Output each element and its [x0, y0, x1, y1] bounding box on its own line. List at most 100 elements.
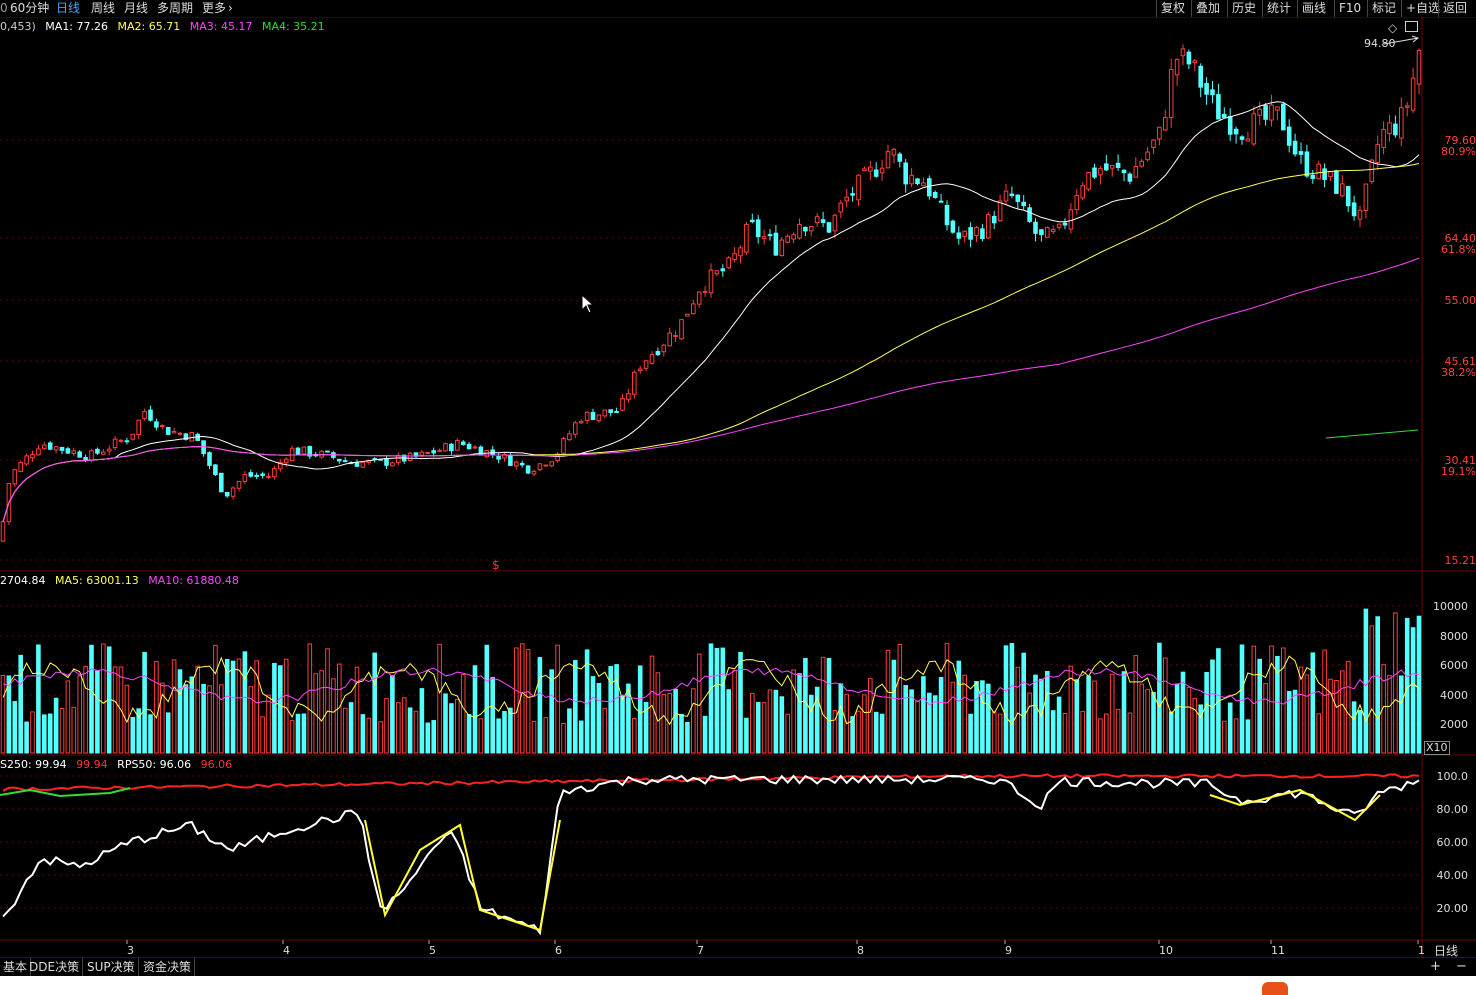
volume-bar-down: [466, 714, 472, 754]
volume-bar-down: [183, 684, 189, 754]
tab-dde[interactable]: DDE决策: [26, 958, 84, 976]
button-f10[interactable]: F10: [1334, 0, 1365, 17]
diamond-icon[interactable]: ◇: [1388, 21, 1398, 35]
volume-bar-down: [608, 666, 614, 754]
stock-chart[interactable]: [0, 18, 1476, 957]
candle-down: [1009, 193, 1015, 197]
volume-bar-down: [974, 681, 979, 754]
candle-down: [1021, 201, 1027, 207]
volume-bar-up: [1062, 713, 1068, 754]
volume-bar-up: [1186, 686, 1192, 754]
candle-up: [42, 444, 47, 450]
candle-up: [868, 166, 873, 172]
volume-bar-up: [30, 711, 35, 754]
tab-sup[interactable]: SUP决策: [84, 958, 139, 976]
candle-down: [1015, 194, 1021, 202]
button-restore-rights[interactable]: 复权: [1156, 0, 1189, 17]
button-draw-line[interactable]: 画线: [1297, 0, 1330, 17]
zoom-out-button[interactable]: −: [1456, 959, 1467, 974]
candle-down: [1227, 116, 1233, 135]
volume-axis-label: 4000: [1440, 689, 1468, 702]
volume-bar-up: [785, 713, 791, 754]
candle-up: [1340, 183, 1345, 197]
volume-bar-down: [1033, 674, 1038, 754]
volume-bar-down: [301, 713, 307, 754]
ma3-label: MA3: 45.17: [189, 20, 253, 33]
volume-bar-up: [71, 706, 77, 754]
volume-bar-down: [578, 720, 584, 754]
zoom-in-button[interactable]: +: [1430, 959, 1441, 974]
volume-bar-up: [354, 666, 360, 754]
volume-bar-up: [885, 649, 891, 754]
candle-up: [620, 398, 625, 411]
volume-bar-down: [803, 657, 808, 754]
candle-up: [814, 216, 820, 224]
tab-basic[interactable]: 基本: [0, 958, 32, 976]
candle-up: [189, 432, 195, 442]
candle-up: [643, 360, 649, 369]
volume-bar-up: [171, 659, 177, 754]
volume-bar-down: [1003, 645, 1009, 754]
candle-down: [897, 153, 903, 162]
volume-bar-up: [248, 686, 254, 754]
tab-daily[interactable]: 日线: [56, 1, 81, 15]
candle-down: [820, 219, 826, 224]
volume-axis-label: 10000: [1433, 600, 1468, 613]
volume-bar-down: [295, 713, 301, 754]
volume-bar-down: [1292, 689, 1298, 754]
candle-down: [1033, 221, 1038, 234]
tab-multi-period[interactable]: 多周期: [157, 1, 194, 15]
tab-weekly[interactable]: 周线: [91, 1, 116, 15]
volume-bar-down: [130, 716, 136, 754]
candle-up: [1357, 209, 1363, 220]
tab-more[interactable]: 更多 ›: [202, 0, 233, 17]
candle-up: [1168, 69, 1174, 119]
volume-bar-down: [573, 660, 578, 754]
candle-up: [1080, 185, 1086, 199]
volume-bar-up: [525, 649, 531, 754]
tab-60min[interactable]: 60分钟: [10, 1, 50, 15]
volume-bar-down: [189, 676, 195, 754]
button-mark[interactable]: 标记: [1367, 0, 1400, 17]
volume-bar-down: [425, 722, 431, 754]
candle-up: [838, 202, 844, 213]
event-marker[interactable]: $: [492, 558, 500, 572]
candle-up: [596, 414, 602, 422]
ma3-line: [2, 257, 1420, 522]
candle-up: [602, 409, 608, 417]
volume-bar-down: [614, 664, 619, 754]
tab-capital[interactable]: 资金决策: [140, 958, 196, 976]
candle-up: [289, 447, 295, 462]
button-add-favorite[interactable]: +自选: [1401, 0, 1444, 17]
button-back[interactable]: 返回: [1438, 0, 1471, 17]
candle-up: [242, 473, 248, 482]
candle-down: [767, 234, 773, 237]
period-label[interactable]: 日线: [1434, 944, 1459, 958]
window-icon[interactable]: [1405, 21, 1418, 32]
volume-legend: 2704.84 MA5: 63001.13 MA10: 61880.48: [0, 574, 245, 587]
volume-bar-up: [1115, 708, 1121, 754]
button-history[interactable]: 历史: [1227, 0, 1260, 17]
volume-unit-badge[interactable]: X10: [1424, 741, 1450, 755]
candle-up: [236, 480, 242, 489]
button-overlay[interactable]: 叠加: [1191, 0, 1224, 17]
candle-down: [1092, 167, 1097, 178]
candle-down: [655, 350, 661, 356]
volume-bar-down: [431, 720, 436, 754]
candle-down: [1393, 123, 1398, 136]
mouse-cursor-icon: [581, 294, 595, 314]
volume-bar-down: [12, 701, 18, 754]
candle-up: [177, 432, 183, 435]
rps-axis-label: 40.00: [1436, 869, 1469, 882]
tab-monthly[interactable]: 月线: [124, 1, 149, 15]
volume-bar-down: [1227, 702, 1233, 754]
button-statistics[interactable]: 统计: [1262, 0, 1295, 17]
candle-down: [496, 455, 501, 460]
volume-bar-down: [590, 676, 596, 754]
volume-bar-up: [1381, 664, 1386, 754]
candle-up: [885, 151, 891, 169]
candle-down: [1104, 163, 1109, 171]
volume-bar-down: [502, 711, 507, 754]
volume-bar-down: [809, 694, 814, 754]
candle-up: [142, 411, 147, 419]
